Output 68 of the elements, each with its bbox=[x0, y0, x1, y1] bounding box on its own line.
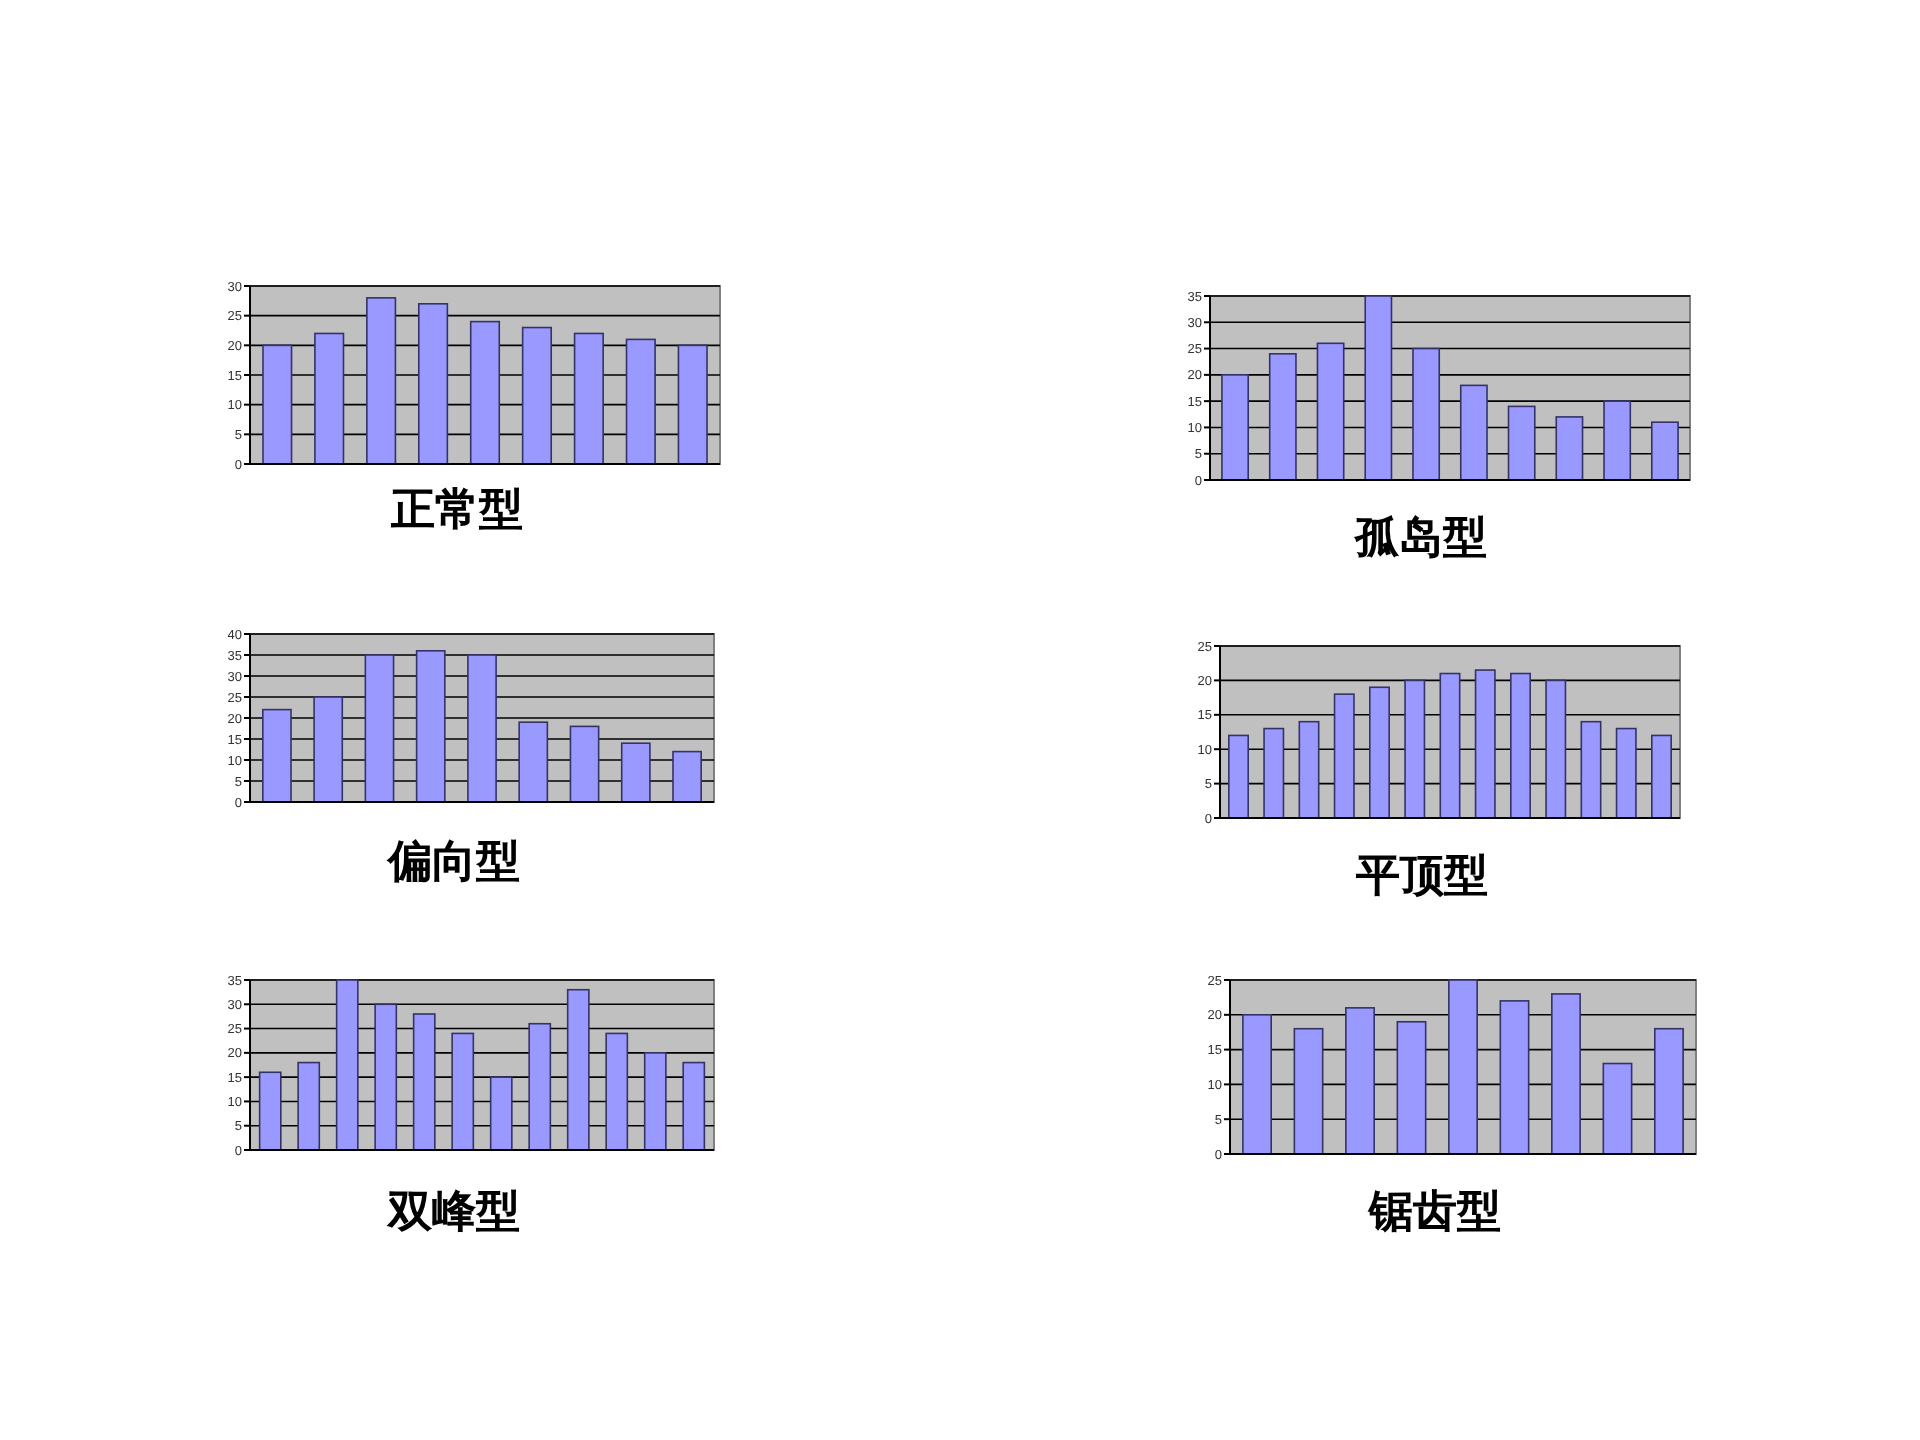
bar bbox=[1263, 727, 1285, 819]
bar bbox=[1412, 347, 1441, 481]
bar bbox=[625, 338, 656, 465]
bar bbox=[451, 1032, 475, 1151]
bar bbox=[489, 1076, 513, 1151]
bar bbox=[521, 326, 553, 465]
bar bbox=[364, 654, 395, 803]
bar bbox=[1555, 416, 1584, 481]
bar bbox=[1510, 672, 1531, 819]
bar bbox=[1602, 1062, 1633, 1155]
bar bbox=[605, 1032, 629, 1151]
bar bbox=[258, 1071, 282, 1151]
bar bbox=[467, 654, 497, 803]
bar bbox=[1228, 734, 1249, 819]
bar bbox=[569, 725, 600, 803]
bar bbox=[1345, 1007, 1375, 1155]
text: 孤岛型 bbox=[1353, 512, 1488, 564]
bar bbox=[313, 696, 344, 803]
bar bbox=[417, 303, 449, 465]
bar bbox=[1396, 1020, 1427, 1155]
bar bbox=[677, 344, 708, 465]
text: 平顶型 bbox=[1354, 850, 1489, 902]
bar bbox=[297, 1061, 321, 1151]
bar bbox=[1298, 720, 1320, 819]
text: 正常型 bbox=[388, 484, 523, 536]
bar bbox=[528, 1022, 552, 1151]
bar bbox=[1448, 979, 1478, 1155]
bar bbox=[335, 979, 359, 1151]
bar bbox=[1499, 1000, 1530, 1155]
bar bbox=[1221, 374, 1250, 481]
bar bbox=[1439, 672, 1461, 819]
bar bbox=[643, 1052, 667, 1151]
bar bbox=[573, 332, 604, 465]
bar bbox=[412, 1013, 436, 1151]
text: 偏向型 bbox=[386, 836, 521, 888]
bar bbox=[1404, 679, 1426, 819]
bar bbox=[1268, 353, 1297, 481]
bar bbox=[1242, 1014, 1272, 1155]
bar bbox=[1551, 993, 1581, 1155]
bar bbox=[1651, 734, 1672, 819]
bar bbox=[682, 1061, 706, 1151]
bar bbox=[1293, 1027, 1324, 1155]
bar bbox=[262, 708, 292, 803]
bar bbox=[566, 988, 590, 1151]
bar bbox=[415, 650, 446, 803]
bar bbox=[1316, 342, 1345, 481]
text: 双峰型 bbox=[386, 1186, 521, 1238]
bar bbox=[1333, 693, 1355, 819]
bar bbox=[1459, 384, 1488, 481]
bar bbox=[1507, 405, 1536, 481]
text: 锯齿型 bbox=[1367, 1186, 1502, 1238]
bar bbox=[620, 742, 651, 803]
bar bbox=[1654, 1027, 1684, 1155]
bar bbox=[1474, 669, 1496, 819]
bar bbox=[1369, 686, 1390, 819]
bar bbox=[1580, 720, 1602, 819]
bar bbox=[1650, 421, 1679, 481]
bar bbox=[262, 344, 293, 465]
bar bbox=[1545, 679, 1567, 819]
bar bbox=[366, 297, 397, 465]
bar bbox=[374, 1003, 398, 1151]
bar bbox=[672, 750, 702, 803]
bar bbox=[1364, 295, 1393, 481]
bar bbox=[1603, 400, 1632, 481]
bar bbox=[469, 320, 501, 465]
bar bbox=[314, 332, 345, 465]
bar bbox=[518, 721, 549, 803]
bar bbox=[1615, 727, 1637, 819]
